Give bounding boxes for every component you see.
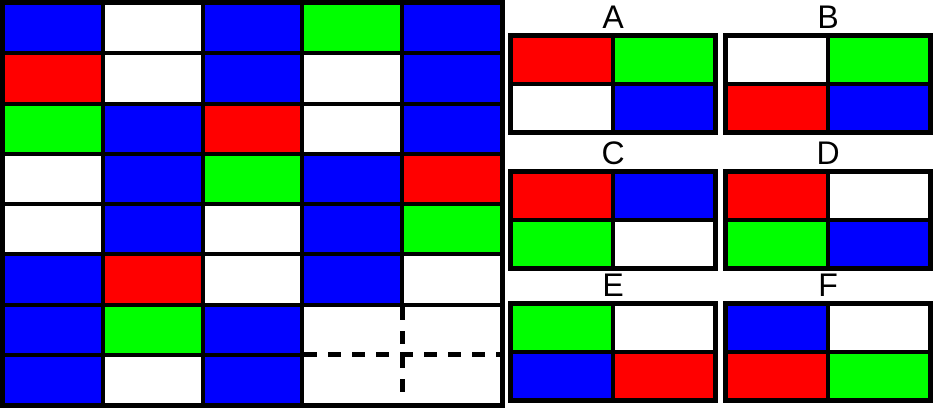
option-c-cell-3 [513,222,611,266]
option-f-cell-4 [830,354,928,398]
grid-cell-r1c5 [404,5,500,52]
grid-cell-r5c4 [304,206,401,253]
grid-cell-r2c5 [404,55,500,102]
grid-cell-r2c4 [304,55,401,102]
grid-cell-r4c5 [404,155,500,202]
option-b-box[interactable] [723,33,933,135]
option-b-cell-1 [728,38,826,82]
option-c-cell-2 [615,174,713,218]
grid-cell-r6c4 [304,256,401,303]
option-e-cell-4 [615,354,713,398]
grid-cell-r4c4 [304,155,401,202]
option-b-cell-3 [728,86,826,130]
option-f: F [723,269,933,403]
option-e-cell-2 [615,306,713,350]
grid-cell-r3c5 [404,105,500,152]
grid-cell-r6c2 [104,256,201,303]
option-a-label: A [602,0,624,35]
grid-cell-r1c4 [304,5,401,52]
grid-cell-r1c2 [104,5,201,52]
option-f-box[interactable] [723,301,933,403]
option-e-box[interactable] [508,301,718,403]
grid-cell-r4c3 [204,155,301,202]
option-b-label: B [817,0,839,35]
grid-cell-r7c3 [204,306,301,353]
option-e-cell-3 [513,354,611,398]
option-a-box[interactable] [508,33,718,135]
option-e-cell-1 [513,306,611,350]
option-d-label: D [816,135,840,171]
grid-cell-r3c4 [304,105,401,152]
option-f-label: F [818,267,838,303]
grid-cell-r5c3 [204,206,301,253]
grid-cell-r3c1 [5,105,101,152]
option-d: D [723,137,933,271]
grid-cell-r6c3 [204,256,301,303]
grid-cell-r5c5 [404,206,500,253]
option-b-cell-4 [830,86,928,130]
option-f-cell-2 [830,306,928,350]
option-d-cell-3 [728,222,826,266]
option-a-cell-3 [513,86,611,130]
grid-cell-r6c1 [5,256,101,303]
grid-cell-r8c2 [104,356,201,403]
option-c: C [508,137,718,271]
grid-cell-r7c2 [104,306,201,353]
grid-cell-r6c5 [404,256,500,303]
grid-cell-r8c1 [5,356,101,403]
option-c-cell-1 [513,174,611,218]
option-f-cell-1 [728,306,826,350]
grid-cell-r4c2 [104,155,201,202]
grid-cell-r8c3 [204,356,301,403]
grid-cell-r2c3 [204,55,301,102]
grid-cell-r3c2 [104,105,201,152]
grid-cell-r1c3 [204,5,301,52]
option-e-label: E [602,267,624,303]
grid-cell-r2c2 [104,55,201,102]
option-b: B [723,1,933,135]
grid-cell-r3c3 [204,105,301,152]
grid-cell-r1c1 [5,5,101,52]
option-c-cell-4 [615,222,713,266]
option-c-box[interactable] [508,169,718,271]
option-d-cell-1 [728,174,826,218]
option-a-cell-4 [615,86,713,130]
option-f-cell-3 [728,354,826,398]
option-d-cell-4 [830,222,928,266]
option-a: A [508,1,718,135]
grid-cell-r7c1 [5,306,101,353]
option-c-label: C [601,135,625,171]
option-e: E [508,269,718,403]
grid-cell-r5c2 [104,206,201,253]
missing-region [304,306,500,403]
grid-cell-r5c1 [5,206,101,253]
option-d-box[interactable] [723,169,933,271]
puzzle-grid [0,0,505,408]
option-a-cell-2 [615,38,713,82]
option-b-cell-2 [830,38,928,82]
option-d-cell-2 [830,174,928,218]
option-a-cell-1 [513,38,611,82]
grid-cell-r4c1 [5,155,101,202]
dashed-horizontal-divider [304,352,500,358]
grid-cell-r2c1 [5,55,101,102]
